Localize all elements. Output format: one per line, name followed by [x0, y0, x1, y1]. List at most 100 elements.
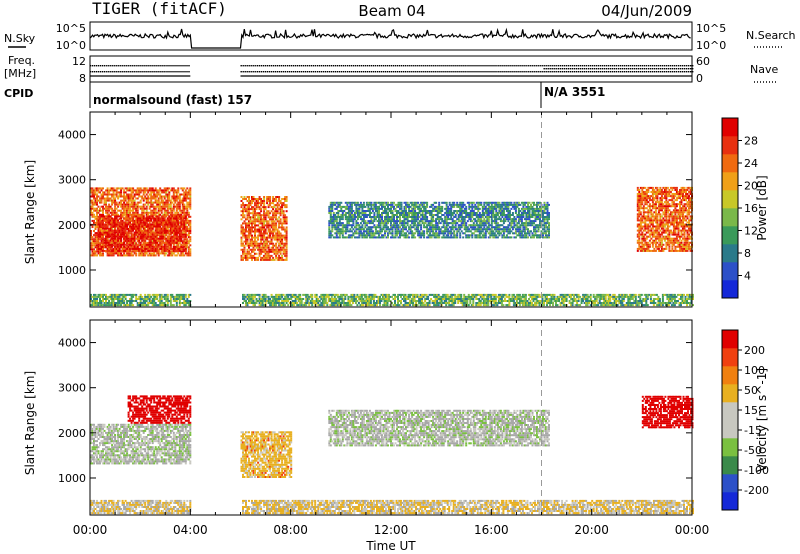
echo-cell: [368, 228, 371, 231]
echo-cell: [263, 200, 266, 202]
echo-cell: [138, 236, 141, 239]
echo-cell: [163, 215, 166, 218]
echo-cell: [109, 187, 112, 190]
echo-cell: [257, 244, 260, 247]
echo-cell: [399, 230, 401, 233]
echo-cell: [145, 205, 148, 208]
echo-cell: [251, 222, 253, 225]
freq-point: [485, 65, 487, 67]
echo-cell: [186, 240, 189, 243]
echo-cell: [135, 217, 138, 220]
echo-cell: [335, 216, 338, 218]
echo-cell: [156, 243, 159, 246]
echo-cell: [258, 202, 261, 205]
echo-cell: [112, 217, 115, 220]
echo-cell: [258, 226, 261, 229]
echo-cell: [160, 252, 163, 255]
echo-cell: [189, 230, 192, 232]
echo-cell: [96, 203, 98, 206]
echo-cell: [269, 224, 272, 227]
echo-cell: [148, 217, 151, 220]
nave-point: [591, 71, 594, 73]
echo-cell: [335, 218, 338, 221]
echo-cell: [162, 240, 165, 243]
freq-point: [469, 65, 471, 67]
echo-cell: [245, 230, 247, 233]
echo-cell: [106, 244, 109, 247]
echo-cell: [163, 254, 166, 257]
echo-cell: [102, 219, 104, 222]
echo-cell: [109, 233, 112, 236]
echo-cell: [435, 228, 438, 231]
echo-cell: [156, 205, 159, 208]
echo-cell: [138, 249, 141, 252]
nave-point: [529, 71, 531, 73]
echo-cell: [150, 217, 153, 220]
echo-cell: [109, 197, 112, 200]
freq-point: [569, 65, 571, 67]
echo-cell: [245, 256, 247, 259]
echo-cell: [444, 222, 447, 225]
nave-point: [487, 71, 489, 73]
echo-cell: [361, 220, 364, 223]
echo-cell: [106, 187, 109, 190]
echo-cell: [448, 214, 451, 216]
echo-cell: [180, 254, 183, 257]
echo-cell: [142, 207, 145, 210]
echo-cell: [133, 235, 136, 238]
nave-point: [686, 68, 688, 70]
echo-cell: [166, 201, 169, 204]
echo-cell: [150, 191, 153, 194]
echo-cell: [242, 226, 244, 229]
echo-cell: [282, 236, 285, 239]
echo-cell: [276, 238, 279, 241]
nave-point: [256, 71, 258, 73]
echo-cell: [438, 212, 441, 214]
echo-cell: [385, 228, 388, 231]
echo-cell: [157, 227, 160, 230]
echo-cell: [162, 227, 165, 230]
echo-cell: [112, 221, 115, 224]
echo-cell: [118, 245, 121, 248]
echo-cell: [263, 208, 266, 211]
freq-point: [296, 65, 299, 67]
echo-cell: [115, 213, 118, 216]
nave-point: [503, 71, 505, 73]
echo-cell: [397, 210, 400, 212]
echo-cell: [261, 238, 264, 241]
echo-cell: [270, 258, 273, 261]
echo-cell: [260, 210, 263, 213]
echo-cell: [138, 189, 141, 192]
echo-cell: [124, 197, 127, 200]
echo-cell: [361, 218, 364, 221]
echo-cell: [120, 252, 123, 255]
echo-cell: [184, 241, 187, 244]
echo-cell: [278, 236, 281, 239]
echo-cell: [278, 258, 281, 261]
echo-cell: [139, 231, 142, 234]
echo-cell: [275, 232, 278, 235]
echo-cell: [263, 250, 266, 253]
echo-cell: [429, 228, 432, 231]
echo-cell: [447, 224, 450, 227]
nave-point: [517, 71, 519, 73]
echo-cell: [100, 209, 103, 212]
nave-point: [678, 71, 680, 73]
echo-cell: [97, 231, 100, 234]
echo-cell: [102, 254, 104, 257]
echo-cell: [343, 224, 346, 227]
echo-cell: [350, 226, 353, 229]
echo-cell: [263, 202, 266, 205]
echo-cell: [108, 219, 111, 222]
echo-cell: [159, 209, 162, 212]
echo-cell: [184, 235, 187, 238]
echo-cell: [269, 236, 272, 239]
echo-cell: [142, 249, 145, 252]
echo-cell: [278, 208, 281, 211]
freq-point: [497, 65, 499, 67]
echo-cell: [141, 235, 144, 238]
echo-cell: [267, 222, 270, 225]
echo-cell: [448, 218, 451, 221]
echo-cell: [439, 218, 442, 221]
echo-cell: [177, 223, 180, 226]
